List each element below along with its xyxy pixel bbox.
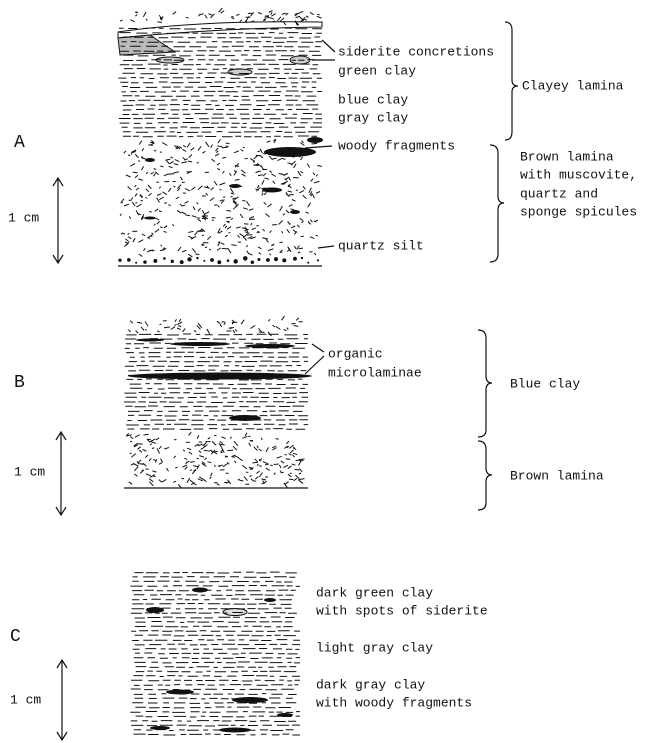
silt-grain [118, 258, 122, 262]
label: dark gray clay [316, 677, 425, 692]
bracket-label: Clayey lamina [522, 78, 624, 93]
leader [304, 343, 325, 375]
textures [117, 7, 323, 736]
bracket [477, 329, 493, 438]
scale-label: 1 cm [10, 692, 41, 707]
silt-grain [266, 258, 270, 262]
label: green clay [338, 63, 416, 78]
siderite [227, 68, 253, 76]
silt-grain [282, 258, 287, 263]
silt-grain [196, 256, 199, 260]
bracket-label: sponge spicules [520, 204, 637, 219]
silt-grain [170, 259, 174, 264]
silt-grain [210, 258, 214, 262]
silt-grain [307, 261, 310, 264]
bracket [489, 144, 505, 263]
woody-fragment [144, 216, 156, 220]
woody-fragment [232, 697, 268, 703]
silt-grain [143, 260, 147, 264]
silt-grain [217, 260, 222, 265]
woody-fragment [262, 187, 282, 193]
label: with woody fragments [316, 695, 472, 710]
leader [304, 39, 336, 249]
label: with spots of siderite [316, 603, 488, 618]
silt-grain [273, 257, 279, 262]
silt-grain [243, 256, 248, 261]
scale-arrow [55, 430, 67, 517]
bracket [477, 440, 493, 511]
label: organic [328, 346, 383, 361]
woody-fragment [264, 147, 316, 157]
woody-fragment [290, 210, 300, 214]
silt-grain [135, 261, 138, 264]
label: siderite concretions [338, 44, 494, 59]
silt-grain [250, 260, 255, 265]
woody-fragment [128, 372, 312, 380]
woody-fragment [307, 137, 323, 143]
bracket-label: Brown lamina [520, 149, 614, 164]
scale-arrow [52, 176, 64, 265]
silt-grain [163, 257, 166, 260]
woody-fragment [146, 607, 164, 613]
bracket-label: Brown lamina [510, 468, 604, 483]
silt-grain [233, 259, 238, 264]
panel-letter: C [10, 627, 21, 647]
label: blue clay [338, 92, 408, 107]
siderite [117, 34, 177, 56]
silt-grain [203, 259, 206, 262]
label: dark green clay [316, 585, 433, 600]
label: microlaminae [328, 365, 422, 380]
bracket-label: Blue clay [510, 376, 580, 391]
texture [118, 7, 322, 736]
label: light gray clay [316, 640, 433, 655]
woody-fragment [245, 344, 295, 348]
silt-grain [226, 259, 230, 262]
woody-fragment [229, 184, 241, 188]
scale-arrow [56, 658, 68, 742]
silt-grain [179, 260, 184, 265]
silt-grain [293, 256, 297, 261]
silt-grain [187, 257, 192, 262]
label: gray clay [338, 110, 408, 125]
woody-fragment [150, 726, 170, 730]
bracket-label: quartz and [520, 186, 598, 201]
woody-fragment [145, 158, 155, 162]
bracket [504, 21, 519, 141]
panel-letter: A [14, 133, 25, 153]
bracket-label: with muscovite, [520, 167, 637, 182]
silt-grain [153, 258, 158, 263]
scale-label: 1 cm [8, 210, 39, 225]
silt-grain [257, 257, 261, 261]
silt-grain [127, 258, 131, 262]
silt-grain [316, 259, 320, 262]
scale-label: 1 cm [14, 464, 45, 479]
label: quartz silt [338, 238, 424, 253]
label: woody fragments [338, 138, 455, 153]
panel-letter: B [14, 373, 25, 393]
silt-grain [300, 256, 304, 260]
